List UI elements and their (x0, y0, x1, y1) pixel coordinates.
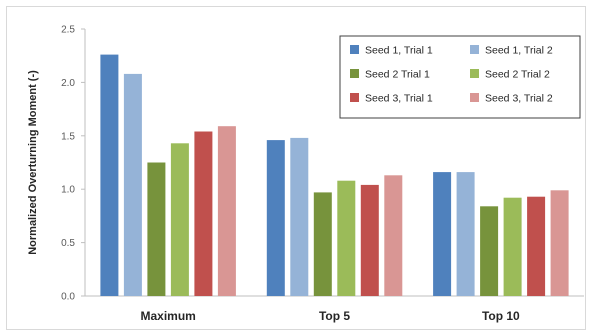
legend-label: Seed 3, Trial 1 (365, 93, 433, 105)
legend-label: Seed 1, Trial 2 (485, 45, 553, 57)
y-tick-labels: 0.0 0.5 1.0 1.5 2.0 2.5 (61, 25, 85, 303)
y-tick-label: 1.5 (61, 131, 75, 142)
bar-top-5-series-5 (360, 184, 379, 296)
bar-maximum-series-5 (194, 131, 213, 296)
legend: Seed 1, Trial 1 Seed 1, Trial 2 Seed 2 Tri… (339, 35, 581, 119)
legend-swatch (350, 69, 359, 78)
bar-top-10-series-1 (433, 172, 452, 296)
bar-maximum-series-3 (147, 162, 166, 296)
legend-label: Seed 2 Trial 1 (365, 69, 430, 81)
bar-top-5-series-3 (313, 192, 332, 296)
bar-top-10-series-3 (480, 206, 499, 296)
legend-label: Seed 2 Trial 2 (485, 69, 550, 81)
bar-top-10-series-6 (550, 190, 569, 296)
bar-maximum-series-6 (217, 126, 236, 296)
bar-maximum-series-1 (100, 54, 119, 296)
legend-swatch (350, 45, 359, 54)
y-tick-label: 2.5 (61, 25, 75, 36)
bar-top-10-series-2 (456, 172, 475, 296)
y-tick-label: 2.0 (61, 78, 75, 89)
y-tick-label: 0.0 (61, 292, 75, 303)
bar-top-5-series-1 (266, 140, 285, 296)
category-label: Maximum (140, 309, 195, 323)
bar-top-5-series-2 (290, 137, 309, 296)
bar-top-10-series-5 (527, 196, 546, 296)
bar-top-5-series-6 (384, 175, 403, 296)
axes (84, 29, 584, 297)
y-tick-label: 0.5 (61, 238, 75, 249)
bar-maximum-series-4 (170, 143, 189, 296)
legend-box (339, 35, 581, 119)
legend-label: Seed 3, Trial 2 (485, 93, 553, 105)
bar-top-10-series-4 (503, 197, 522, 296)
legend-label: Seed 1, Trial 1 (365, 45, 433, 57)
y-axis-title: Normalized Overturning Moment (-) (27, 70, 39, 255)
y-tick-label: 1.0 (61, 185, 75, 196)
legend-swatch (350, 93, 359, 102)
bar-maximum-series-2 (123, 73, 142, 297)
legend-swatch (470, 45, 479, 54)
legend-swatch (470, 93, 479, 102)
category-labels: Maximum Top 5 Top 10 (140, 309, 520, 323)
category-label: Top 10 (482, 309, 520, 323)
bar-top-5-series-4 (337, 180, 356, 296)
legend-swatch (470, 69, 479, 78)
bars (100, 54, 569, 297)
category-label: Top 5 (319, 309, 350, 323)
